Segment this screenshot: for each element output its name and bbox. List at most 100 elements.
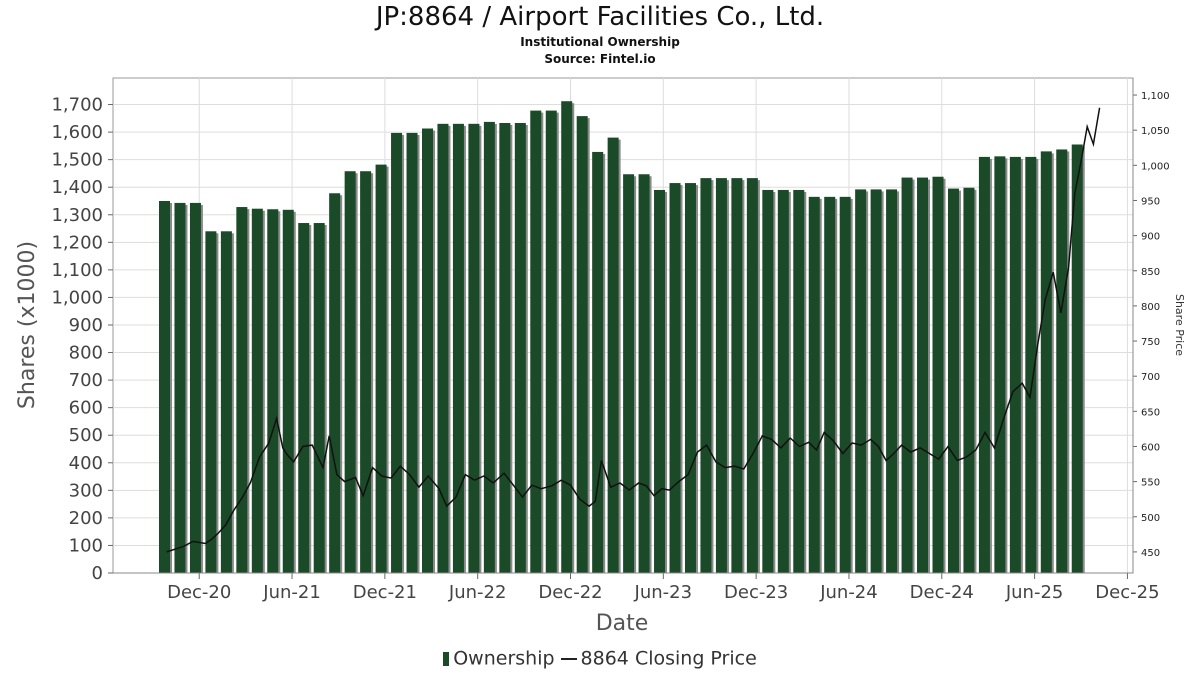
chart-source: Source: Fintel.io [544, 52, 656, 66]
ownership-bar [561, 101, 573, 574]
y-tick-label: 1,100 [51, 260, 103, 281]
ownership-bar [360, 171, 372, 573]
ownership-bar [514, 122, 526, 573]
ownership-bar [638, 174, 650, 573]
ownership-bar [483, 121, 495, 573]
legend-line-swatch [560, 657, 577, 660]
x-tick-label: Dec-22 [538, 582, 602, 603]
x-axis-label: Date [596, 611, 649, 636]
y2-tick-label: 1,050 [1141, 126, 1170, 137]
y2-tick-label: 650 [1141, 407, 1160, 418]
y2-axis-label: Share Price [1173, 294, 1186, 356]
ownership-bar [700, 178, 712, 574]
chart-subtitle: Institutional Ownership [520, 35, 680, 49]
ownership-bar [917, 177, 929, 573]
ownership-bar [298, 223, 310, 573]
x-tick-label: Jun-21 [262, 582, 321, 603]
ownership-bar [406, 132, 418, 574]
ownership-bar [932, 176, 944, 573]
y2-tick-label: 450 [1141, 548, 1160, 559]
y-axis-label: Shares (x1000) [15, 241, 40, 409]
ownership-bar [329, 193, 341, 574]
ownership-bar [545, 110, 557, 573]
ownership-bar [978, 156, 990, 574]
legend-ownership: Ownership [453, 647, 555, 670]
ownership-bar [855, 189, 867, 573]
x-tick-label: Jun-23 [634, 582, 693, 603]
y2-tick-label: 800 [1141, 302, 1160, 313]
y-tick-label: 1,600 [51, 122, 103, 143]
y-tick-label: 1,200 [51, 232, 103, 253]
ownership-bar [1071, 144, 1083, 574]
axes: 0 100 200 300 400 500 600 700 800 900 1,000 1,100 1,… [51, 78, 1170, 603]
x-tick-label: Jun-22 [448, 582, 507, 603]
y-tick-label: 900 [69, 315, 103, 336]
legend-bar-swatch [443, 651, 450, 666]
price-line [166, 107, 1101, 553]
y2-tick-label: 500 [1141, 513, 1160, 524]
x-tick-label: Jun-25 [1005, 582, 1064, 603]
ownership-bar [452, 123, 464, 574]
ownership-bar [870, 189, 882, 573]
y-tick-label: 600 [69, 398, 103, 419]
ownership-bar [530, 110, 542, 573]
ownership-bar [236, 207, 248, 573]
y2-tick-label: 750 [1141, 337, 1160, 348]
y2-tick-label: 700 [1141, 372, 1160, 383]
ownership-bar [220, 231, 232, 573]
ownership-bar [947, 188, 959, 573]
y2-tick-label: 550 [1141, 478, 1160, 489]
price-line-group [166, 107, 1101, 553]
ownership-bar [267, 209, 279, 573]
y-tick-label: 700 [69, 370, 103, 391]
ownership-bar [1009, 156, 1021, 574]
ownership-bar [994, 156, 1006, 573]
ownership-bar [746, 178, 758, 574]
ownership-bar [777, 189, 789, 574]
ownership-bar [684, 183, 696, 573]
ownership-bar [762, 189, 774, 574]
ownership-bar [468, 123, 480, 574]
ownership-bar [1040, 151, 1052, 573]
chart-title: JP:8864 / Airport Facilities Co., Ltd. [375, 2, 825, 32]
x-tick-label: Jun-24 [819, 582, 878, 603]
ownership-bar [886, 189, 898, 573]
legend-price: 8864 Closing Price [580, 647, 757, 670]
ownership-bar [159, 200, 170, 573]
ownership-bar [499, 122, 511, 573]
y-tick-label: 1,400 [51, 177, 103, 198]
y-tick-label: 1,300 [51, 205, 103, 226]
ownership-bar [715, 178, 727, 574]
x-tick-label: Dec-24 [910, 582, 974, 603]
ownership-bar [963, 187, 975, 573]
legend: Ownership 8864 Closing Price [0, 647, 1200, 670]
ownership-bar [576, 116, 588, 573]
y-tick-label: 200 [69, 508, 103, 529]
y-tick-label: 100 [69, 535, 103, 556]
y2-tick-label: 1,000 [1141, 161, 1170, 172]
ownership-bar [1025, 156, 1037, 574]
ownership-bar [592, 151, 604, 573]
y-tick-label: 1,700 [51, 95, 103, 116]
x-tick-label: Dec-20 [167, 582, 231, 603]
ownership-bar [824, 196, 836, 573]
ownership-bar [793, 189, 805, 574]
x-tick-label: Dec-25 [1095, 582, 1159, 603]
y-tick-label: 0 [92, 563, 103, 584]
y2-tick-label: 950 [1141, 196, 1160, 207]
ownership-bar [607, 137, 619, 573]
ownership-bar [313, 223, 325, 573]
ownership-bar [344, 171, 356, 573]
ownership-bar [1056, 149, 1068, 573]
ownership-bar [437, 123, 449, 574]
ownership-bar [205, 231, 217, 573]
y2-tick-label: 900 [1141, 232, 1160, 243]
y-tick-label: 500 [69, 425, 103, 446]
ownership-bar [808, 196, 820, 573]
ownership-bar [421, 128, 433, 573]
ownership-bar [251, 208, 263, 574]
y-tick-label: 800 [69, 343, 103, 364]
ownership-bar [839, 196, 851, 573]
ownership-bar [731, 178, 743, 574]
